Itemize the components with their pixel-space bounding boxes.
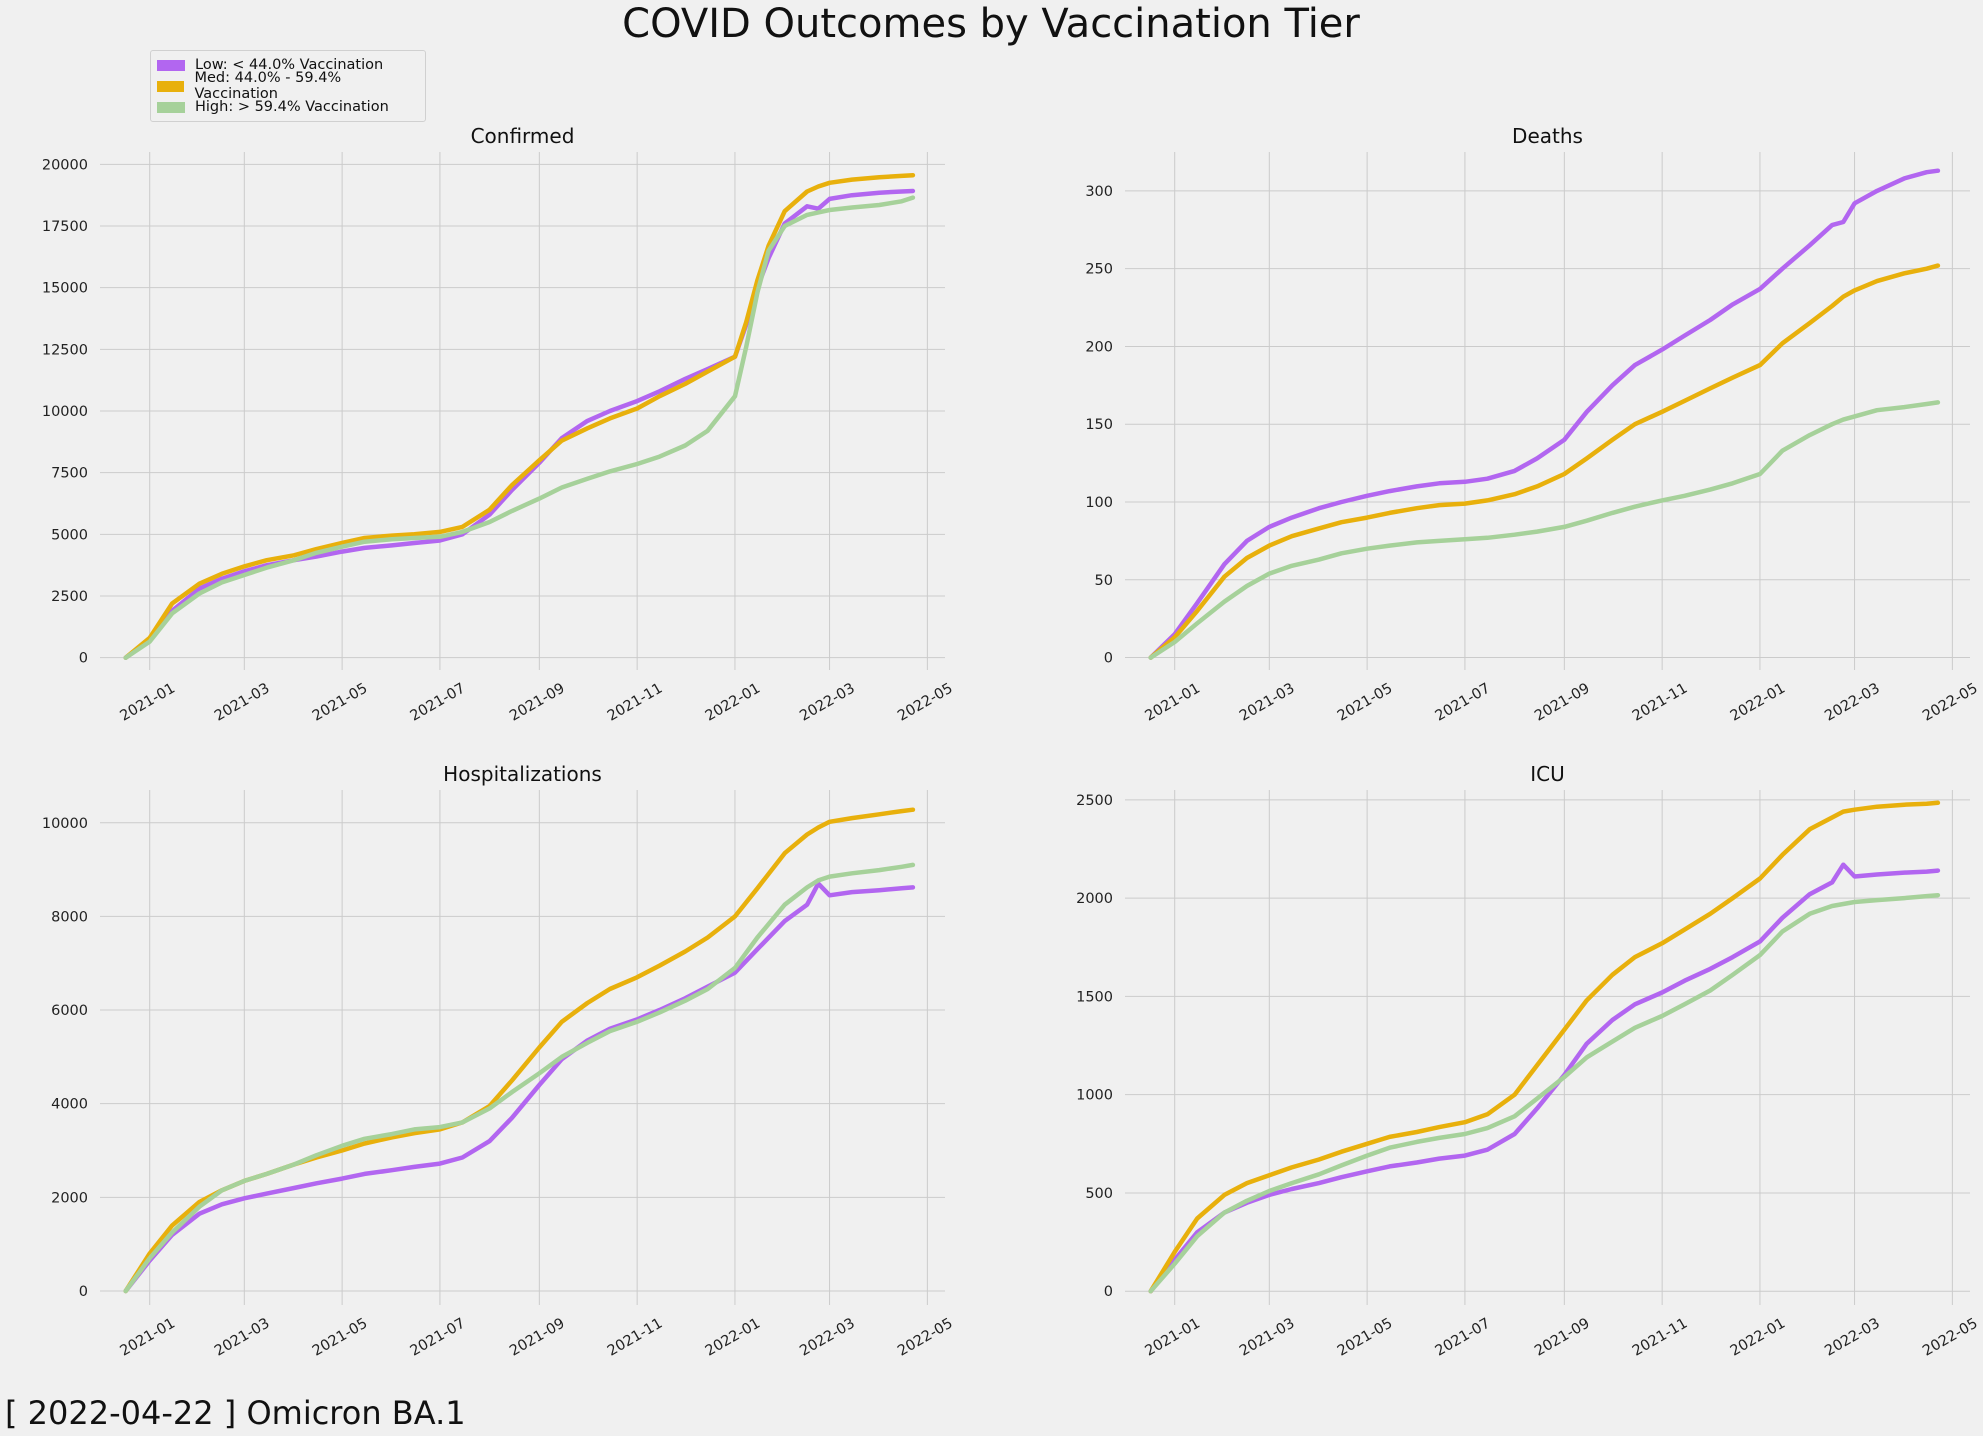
legend: Low: < 44.0% Vaccination Med: 44.0% - 59… [150,50,426,122]
y-tick-label: 50 [1095,573,1113,589]
x-tick-label: 2021-03 [212,680,272,724]
panel-title: Hospitalizations [443,762,602,786]
x-tick-label: 2021-05 [310,1315,370,1359]
y-tick-label: 8000 [51,909,88,925]
legend-item-high: High: > 59.4% Vaccination [157,97,389,117]
x-tick-label: 2021-03 [1237,1315,1297,1359]
y-tick-label: 0 [1104,1284,1113,1300]
x-tick-label: 2021-09 [1532,1315,1592,1359]
y-tick-label: 2500 [1076,793,1113,809]
y-tick-label: 2000 [51,1190,88,1206]
y-tick-label: 200 [1085,339,1113,355]
series-line-med [123,172,916,660]
figure-title: COVID Outcomes by Vaccination Tier [622,1,1360,47]
x-tick-label: 2022-03 [797,680,857,724]
x-tick-label: 2021-01 [117,680,177,724]
y-tick-label: 5000 [51,527,88,543]
legend-item-low: Low: < 44.0% Vaccination [157,55,383,75]
x-tick-label: 2021-11 [1630,680,1690,724]
series-line-low [123,188,916,660]
y-tick-label: 15000 [42,281,88,297]
y-tick-label: 0 [1104,651,1113,667]
x-tick-label: 2022-03 [797,1315,857,1359]
y-tick-label: 10000 [42,816,88,832]
x-tick-label: 2021-05 [1335,680,1395,724]
legend-label-low: Low: < 44.0% Vaccination [195,57,384,73]
series-line-med [1148,800,1941,1294]
y-tick-label: 17500 [42,219,88,235]
x-tick-label: 2021-05 [1335,1315,1395,1359]
series-line-high [123,862,916,1294]
x-tick-label: 2021-09 [507,680,567,724]
x-tick-label: 2022-03 [1822,680,1882,724]
y-tick-label: 0 [79,651,88,667]
x-tick-label: 2021-05 [310,680,370,724]
x-tick-label: 2021-07 [408,680,468,724]
series-line-high [1148,400,1941,660]
y-tick-label: 10000 [42,404,88,420]
y-tick-label: 150 [1085,417,1113,433]
y-tick-label: 100 [1085,495,1113,511]
legend-label-med: Med: 44.0% - 59.4% Vaccination [194,70,342,102]
series-line-med [123,807,916,1294]
y-tick-label: 12500 [42,342,88,358]
footer-label: [ 2022-04-22 ] Omicron BA.1 [5,1394,466,1432]
y-tick-label: 300 [1085,184,1113,200]
legend-swatch-med [157,80,185,92]
x-tick-label: 2021-11 [1630,1315,1690,1359]
panel-2: 0 50 100 150 200 250 300 2021-01 2021-03 2021-05 2… [1085,124,1980,725]
x-tick-label: 2021-11 [605,680,665,724]
x-tick-label: 2021-07 [1433,680,1493,724]
series-line-high [123,195,916,660]
x-tick-label: 2021-07 [1433,1315,1493,1359]
x-tick-label: 2021-07 [408,1315,468,1359]
panel-4: 0 500 1000 1500 2000 2500 2021-01 2021-03 2021-0… [1076,762,1981,1360]
series-line-low [1148,168,1941,660]
legend-swatch-high [157,101,185,113]
panel-1: 0 2500 5000 7500 10000 12500 15000 17500 20000 20… [42,124,956,725]
x-tick-label: 2022-05 [895,680,955,724]
series-line-low [1148,862,1941,1294]
legend-swatch-low [157,59,185,71]
y-tick-label: 0 [79,1284,88,1300]
legend-label-high: High: > 59.4% Vaccination [195,99,389,115]
panel-title: Confirmed [471,124,575,148]
x-tick-label: 2021-01 [1142,680,1202,724]
x-tick-label: 2021-11 [605,1315,665,1359]
panel-title: Deaths [1512,124,1583,148]
x-tick-label: 2021-09 [1532,680,1592,724]
y-tick-label: 1000 [1076,1088,1113,1104]
x-tick-label: 2022-01 [703,680,763,724]
series-line-low [123,881,916,1294]
x-tick-label: 2021-03 [212,1315,272,1359]
y-tick-label: 2000 [1076,891,1113,907]
x-tick-label: 2021-01 [117,1315,177,1359]
series-line-med [1148,263,1941,660]
y-tick-label: 500 [1085,1186,1113,1202]
x-tick-label: 2022-01 [1728,680,1788,724]
x-tick-label: 2021-01 [1142,1315,1202,1359]
x-tick-label: 2022-03 [1822,1315,1882,1359]
x-tick-label: 2022-01 [1728,1315,1788,1359]
y-tick-label: 2500 [51,589,88,605]
y-tick-label: 20000 [42,157,88,173]
y-tick-label: 4000 [51,1097,88,1113]
y-tick-label: 7500 [51,466,88,482]
y-tick-label: 6000 [51,1003,88,1019]
y-tick-label: 250 [1085,262,1113,278]
legend-item-med: Med: 44.0% - 59.4% Vaccination [157,70,425,102]
x-tick-label: 2021-03 [1237,680,1297,724]
series-line-high [1148,892,1941,1294]
x-tick-label: 2022-01 [703,1315,763,1359]
panel-title: ICU [1530,762,1565,786]
x-tick-label: 2022-05 [1920,1315,1980,1359]
x-tick-label: 2021-09 [507,1315,567,1359]
y-tick-label: 1500 [1076,989,1113,1005]
x-tick-label: 2022-05 [1920,680,1980,724]
x-tick-label: 2022-05 [895,1315,955,1359]
panel-3: 0 2000 4000 6000 8000 10000 2021-01 2021-03 2021… [42,762,956,1360]
